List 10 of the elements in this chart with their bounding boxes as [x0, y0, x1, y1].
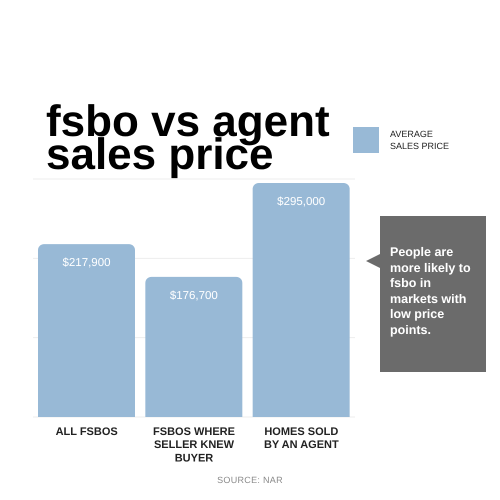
text: People are more likely to fsbo in markets with low price points. [390, 245, 472, 338]
data-label: $217,900 [62, 257, 110, 270]
source-note: SOURCE: NAR [216, 475, 284, 485]
chart-title: fsbo vs agent sales price [46, 97, 331, 179]
x-tick-label: FSBOS WHERE SELLER KNEW BUYER [153, 426, 235, 465]
data-label: $295,000 [277, 196, 326, 208]
x-tick-label: HOMES SOLD BY AN AGENT [264, 426, 339, 452]
x-tick-label: ALL FSBOS [56, 426, 118, 438]
data-label: $176,700 [170, 290, 218, 302]
text: AVERAGE SALES PRICE [390, 128, 450, 152]
